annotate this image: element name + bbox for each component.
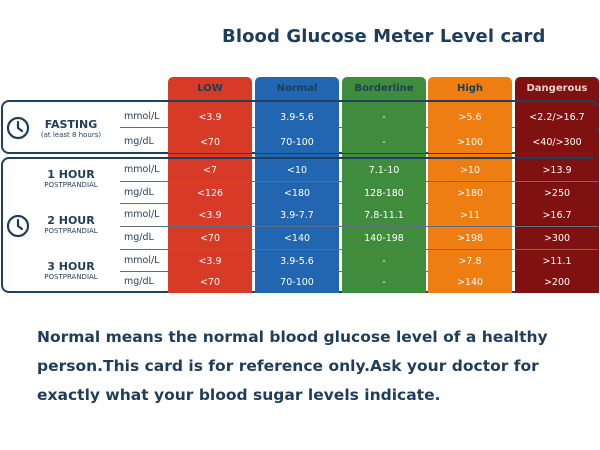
value-cell: >16.7 [515, 204, 599, 226]
value-cell: <10 [255, 159, 339, 181]
clock-icon [6, 116, 30, 140]
page-title: Blood Glucose Meter Level card [222, 26, 546, 47]
value-cell: >13.9 [515, 159, 599, 181]
value-cell: - [342, 271, 426, 293]
value-cell: >10 [428, 159, 512, 181]
value-cell: <40/>300 [515, 131, 599, 153]
value-cell: >250 [515, 182, 599, 204]
two-hour-label: 2 HOUR POSTPRANDIAL [44, 214, 98, 235]
clock-icon [6, 214, 30, 238]
value-cell: <3.9 [168, 204, 252, 226]
note-line: Normal means the normal blood glucose le… [37, 328, 548, 346]
three-hour-label: 3 HOUR POSTPRANDIAL [44, 260, 98, 281]
value-cell: <140 [255, 227, 339, 249]
value-cell: >11.1 [515, 250, 599, 272]
value-cell: <70 [168, 271, 252, 293]
value-cell: <2.2/>16.7 [515, 106, 599, 128]
unit-label: mg/dL [124, 136, 154, 147]
fasting-label: FASTING (at least 8 hours) [40, 118, 102, 139]
header-low: LOW [168, 77, 252, 100]
value-cell: >200 [515, 271, 599, 293]
value-cell: 7.8-11.1 [342, 204, 426, 226]
value-cell: 3.9-7.7 [255, 204, 339, 226]
value-cell: >300 [515, 227, 599, 249]
header-normal: Normal [255, 77, 339, 100]
value-cell: >198 [428, 227, 512, 249]
value-cell: <7 [168, 159, 252, 181]
note-line: person.This card is for reference only.A… [37, 357, 539, 375]
value-cell: <3.9 [168, 106, 252, 128]
value-cell: 128-180 [342, 182, 426, 204]
value-cell: <180 [255, 182, 339, 204]
value-cell: >140 [428, 271, 512, 293]
header-dangerous: Dangerous [515, 77, 599, 100]
disclaimer-note: Normal means the normal blood glucose le… [37, 323, 577, 410]
header-high: High [428, 77, 512, 100]
row-divider [120, 181, 598, 182]
value-cell: >7.8 [428, 250, 512, 272]
value-cell: >11 [428, 204, 512, 226]
value-cell: <70 [168, 131, 252, 153]
one-hour-label: 1 HOUR POSTPRANDIAL [44, 168, 98, 189]
value-cell: 3.9-5.6 [255, 250, 339, 272]
value-cell: >100 [428, 131, 512, 153]
value-cell: - [342, 131, 426, 153]
value-cell: - [342, 106, 426, 128]
value-cell: <3.9 [168, 250, 252, 272]
unit-label: mg/dL [124, 276, 154, 287]
value-cell: 70-100 [255, 271, 339, 293]
value-cell: 7.1-10 [342, 159, 426, 181]
unit-label: mmol/L [124, 209, 160, 220]
value-cell: <70 [168, 227, 252, 249]
header-borderline: Borderline [342, 77, 426, 100]
unit-label: mg/dL [124, 232, 154, 243]
unit-label: mmol/L [124, 111, 160, 122]
row-divider [120, 226, 598, 227]
value-cell: <126 [168, 182, 252, 204]
value-cell: 70-100 [255, 131, 339, 153]
unit-label: mmol/L [124, 164, 160, 175]
value-cell: - [342, 250, 426, 272]
unit-label: mg/dL [124, 187, 154, 198]
value-cell: 140-198 [342, 227, 426, 249]
note-line: exactly what your blood sugar levels ind… [37, 386, 441, 404]
value-cell: >180 [428, 182, 512, 204]
value-cell: >5.6 [428, 106, 512, 128]
value-cell: 3.9-5.6 [255, 106, 339, 128]
unit-label: mmol/L [124, 255, 160, 266]
row-divider [120, 249, 598, 250]
